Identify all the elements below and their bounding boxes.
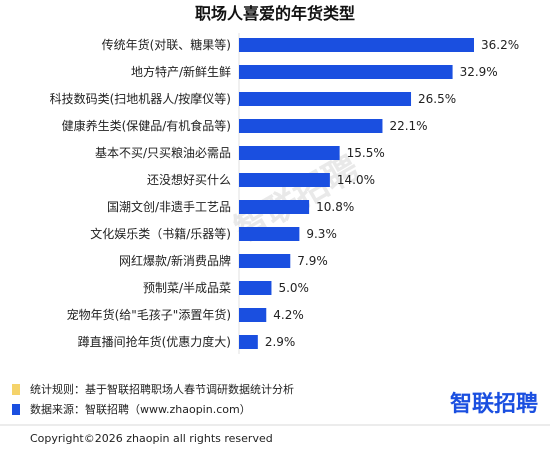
data-source-text: 数据来源：智联招聘（www.zhaopin.com） xyxy=(30,402,251,416)
value-label: 36.2% xyxy=(481,38,519,52)
bar xyxy=(239,146,340,160)
bar xyxy=(239,281,272,295)
copyright-text: Copyright©2026 zhaopin all rights reserv… xyxy=(30,432,273,445)
category-label: 网红爆款/新消费品牌 xyxy=(119,253,231,268)
bar xyxy=(239,308,267,322)
value-label: 14.0% xyxy=(337,173,375,187)
value-label: 10.8% xyxy=(316,200,354,214)
value-label: 4.2% xyxy=(273,308,304,322)
value-label: 32.9% xyxy=(460,65,498,79)
category-label: 科技数码类(扫地机器人/按摩仪等) xyxy=(50,91,231,106)
bar xyxy=(239,227,300,241)
bar xyxy=(239,92,412,106)
bars-layer: 传统年货(对联、糖果等) 36.2% 地方特产/新鲜生鲜 32.9% 科技数码类(扫地机… xyxy=(50,33,519,354)
category-label: 蹲直播间抢年货(优惠力度大) xyxy=(78,334,231,349)
bar xyxy=(239,335,258,349)
value-label: 15.5% xyxy=(347,146,385,160)
chart-title: 职场人喜爱的年货类型 xyxy=(195,4,355,23)
category-label: 基本不买/只买粮油必需品 xyxy=(95,145,231,160)
category-label: 还没想好买什么 xyxy=(147,172,231,187)
bar xyxy=(239,65,453,79)
bar xyxy=(239,200,310,214)
category-label: 国潮文创/非遗手工艺品 xyxy=(107,199,231,214)
value-label: 2.9% xyxy=(265,335,296,349)
value-label: 5.0% xyxy=(278,281,309,295)
category-label: 健康养生类(保健品/有机食品等) xyxy=(62,118,231,133)
category-label: 预制菜/半成品菜 xyxy=(143,281,231,295)
statistics-rule-text: 统计规则：基于智联招聘职场人春节调研数据统计分析 xyxy=(30,382,294,396)
value-label: 26.5% xyxy=(418,92,456,106)
value-label: 22.1% xyxy=(389,119,427,133)
value-label: 7.9% xyxy=(297,254,328,268)
value-label: 9.3% xyxy=(306,227,337,241)
brand-logo: 智联招聘 xyxy=(450,391,538,417)
legend-source-swatch xyxy=(12,404,20,415)
bar xyxy=(239,173,330,187)
bar xyxy=(239,38,474,52)
legend-rule-swatch xyxy=(12,384,20,395)
category-label: 地方特产/新鲜生鲜 xyxy=(131,64,231,79)
category-label: 传统年货(对联、糖果等) xyxy=(102,37,231,52)
bar xyxy=(239,119,383,133)
category-label: 宠物年货(给"毛孩子"添置年货) xyxy=(67,307,231,322)
category-label: 文化娱乐类（书籍/乐器等) xyxy=(90,226,231,241)
bar xyxy=(239,254,291,268)
